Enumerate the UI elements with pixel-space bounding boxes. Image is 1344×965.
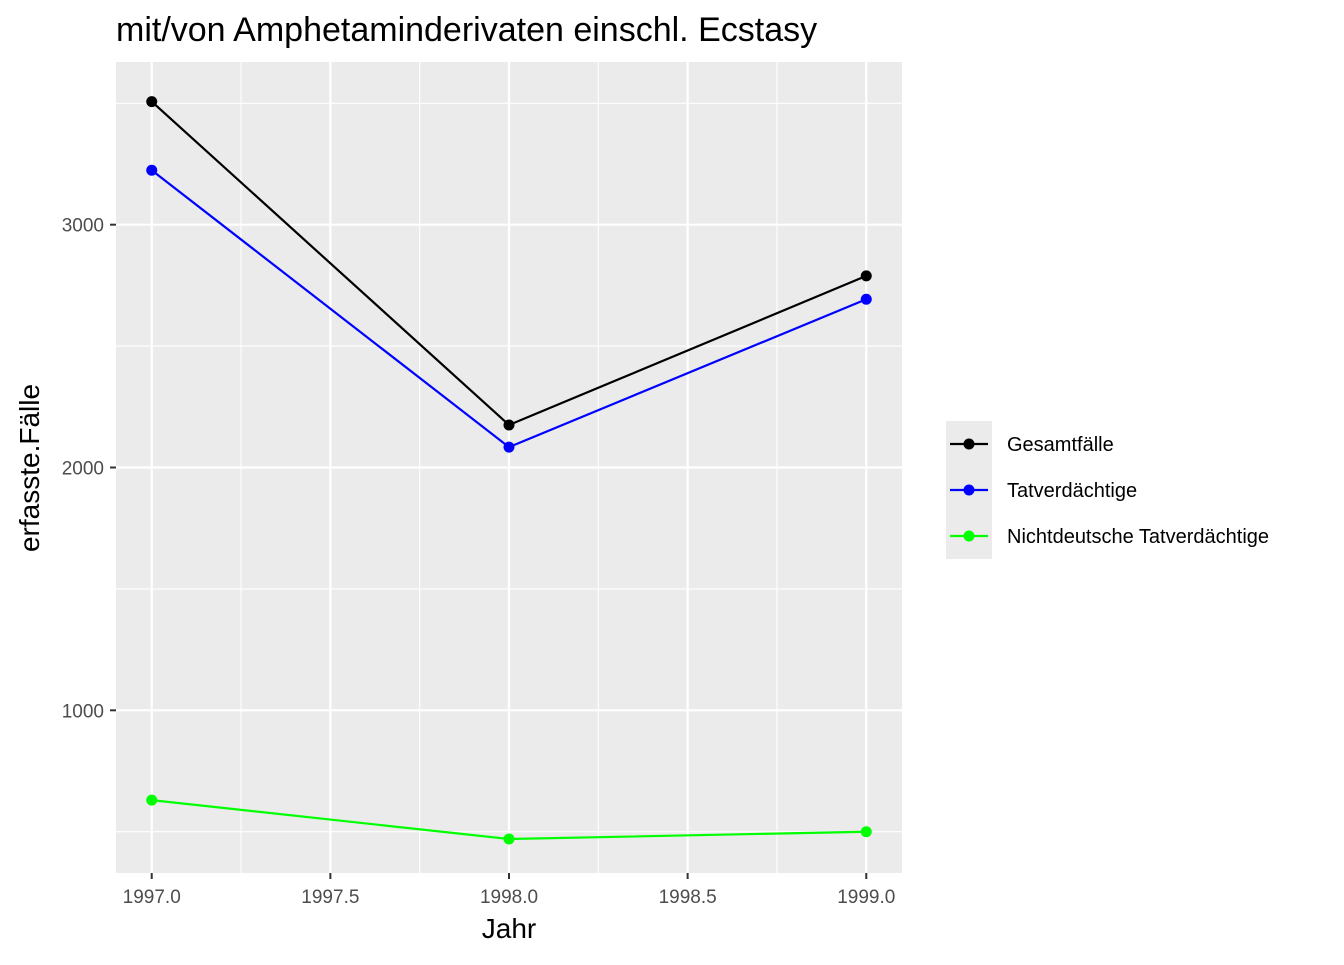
x-axis: 1997.0 1997.5 1998.0 1998.5 1999.0 bbox=[123, 873, 895, 908]
y-axis: 1000 2000 3000 bbox=[62, 216, 116, 722]
legend-key-point bbox=[963, 438, 975, 450]
data-point-nichtdeutsche-tatverd-chtige bbox=[860, 826, 872, 838]
data-point-tatverd-chtige bbox=[860, 293, 872, 305]
data-point-gesamtf-lle bbox=[146, 96, 158, 108]
y-tick-label: 2000 bbox=[62, 459, 104, 480]
data-point-nichtdeutsche-tatverd-chtige bbox=[503, 833, 515, 845]
x-tick-label: 1998.5 bbox=[659, 887, 717, 908]
data-point-gesamtf-lle bbox=[860, 270, 872, 282]
legend-key-point bbox=[963, 484, 975, 496]
major-gridlines bbox=[116, 62, 902, 873]
x-tick-label: 1999.0 bbox=[837, 887, 895, 908]
legend-key-point bbox=[963, 530, 975, 542]
data-point-tatverd-chtige bbox=[146, 164, 158, 176]
y-tick-label: 3000 bbox=[62, 216, 104, 237]
x-tick-label: 1997.5 bbox=[301, 887, 359, 908]
data-point-tatverd-chtige bbox=[503, 441, 515, 453]
series-layer bbox=[146, 96, 872, 845]
x-tick-label: 1997.0 bbox=[123, 887, 181, 908]
legend-label: Gesamtfälle bbox=[1007, 434, 1114, 456]
legend-label: Tatverdächtige bbox=[1007, 480, 1137, 502]
y-axis-title: erfasste.Fälle bbox=[14, 384, 45, 552]
legend-label: Nichtdeutsche Tatverdächtige bbox=[1007, 526, 1269, 548]
x-axis-title: Jahr bbox=[482, 913, 536, 944]
x-tick-label: 1998.0 bbox=[480, 887, 538, 908]
y-tick-label: 1000 bbox=[62, 701, 104, 722]
data-point-nichtdeutsche-tatverd-chtige bbox=[146, 794, 158, 806]
chart-title: mit/von Amphetaminderivaten einschl. Ecs… bbox=[116, 11, 817, 49]
legend: Gesamtfälle Tatverdächtige Nichtdeutsche T… bbox=[946, 421, 1269, 559]
data-point-gesamtf-lle bbox=[503, 419, 515, 431]
